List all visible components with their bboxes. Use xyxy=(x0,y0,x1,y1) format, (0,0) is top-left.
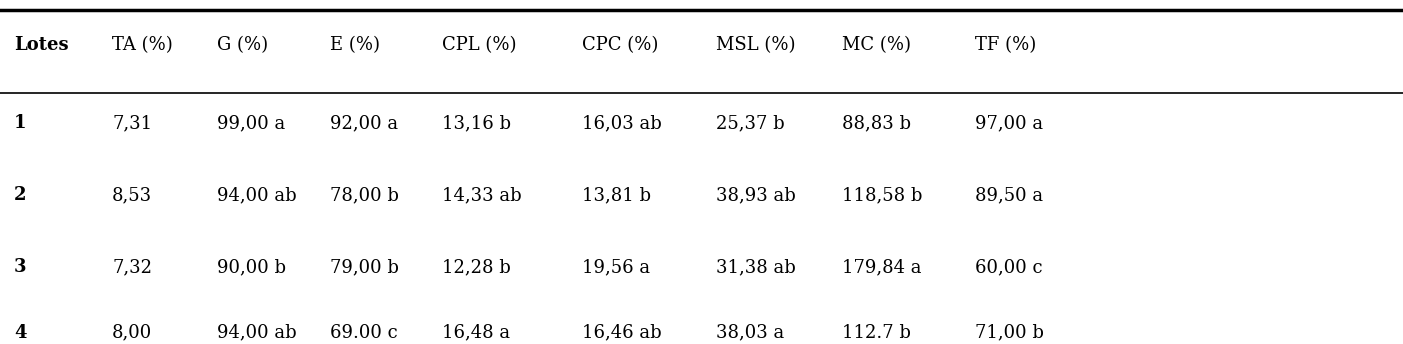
Text: 16,48 a: 16,48 a xyxy=(442,324,511,342)
Text: Lotes: Lotes xyxy=(14,35,69,54)
Text: 89,50 a: 89,50 a xyxy=(975,186,1044,204)
Text: 94,00 ab: 94,00 ab xyxy=(217,324,297,342)
Text: 92,00 a: 92,00 a xyxy=(330,115,398,132)
Text: 99,00 a: 99,00 a xyxy=(217,115,286,132)
Text: 7,32: 7,32 xyxy=(112,258,153,277)
Text: E (%): E (%) xyxy=(330,35,380,54)
Text: 19,56 a: 19,56 a xyxy=(582,258,651,277)
Text: 69.00 c: 69.00 c xyxy=(330,324,397,342)
Text: 118,58 b: 118,58 b xyxy=(842,186,922,204)
Text: 1: 1 xyxy=(14,115,27,132)
Text: 71,00 b: 71,00 b xyxy=(975,324,1044,342)
Text: G (%): G (%) xyxy=(217,35,268,54)
Text: MC (%): MC (%) xyxy=(842,35,911,54)
Text: CPL (%): CPL (%) xyxy=(442,35,516,54)
Text: 94,00 ab: 94,00 ab xyxy=(217,186,297,204)
Text: 79,00 b: 79,00 b xyxy=(330,258,398,277)
Text: 97,00 a: 97,00 a xyxy=(975,115,1044,132)
Text: TF (%): TF (%) xyxy=(975,35,1037,54)
Text: 7,31: 7,31 xyxy=(112,115,153,132)
Text: 2: 2 xyxy=(14,186,27,204)
Text: 38,03 a: 38,03 a xyxy=(716,324,784,342)
Text: 60,00 c: 60,00 c xyxy=(975,258,1042,277)
Text: 78,00 b: 78,00 b xyxy=(330,186,398,204)
Text: MSL (%): MSL (%) xyxy=(716,35,796,54)
Text: 88,83 b: 88,83 b xyxy=(842,115,911,132)
Text: 38,93 ab: 38,93 ab xyxy=(716,186,796,204)
Text: 16,46 ab: 16,46 ab xyxy=(582,324,662,342)
Text: TA (%): TA (%) xyxy=(112,35,173,54)
Text: 112.7 b: 112.7 b xyxy=(842,324,911,342)
Text: 8,53: 8,53 xyxy=(112,186,153,204)
Text: 90,00 b: 90,00 b xyxy=(217,258,286,277)
Text: 12,28 b: 12,28 b xyxy=(442,258,511,277)
Text: 4: 4 xyxy=(14,324,27,342)
Text: CPC (%): CPC (%) xyxy=(582,35,658,54)
Text: 13,16 b: 13,16 b xyxy=(442,115,511,132)
Text: 8,00: 8,00 xyxy=(112,324,153,342)
Text: 13,81 b: 13,81 b xyxy=(582,186,651,204)
Text: 179,84 a: 179,84 a xyxy=(842,258,922,277)
Text: 14,33 ab: 14,33 ab xyxy=(442,186,522,204)
Text: 16,03 ab: 16,03 ab xyxy=(582,115,662,132)
Text: 31,38 ab: 31,38 ab xyxy=(716,258,796,277)
Text: 25,37 b: 25,37 b xyxy=(716,115,784,132)
Text: 3: 3 xyxy=(14,258,27,277)
